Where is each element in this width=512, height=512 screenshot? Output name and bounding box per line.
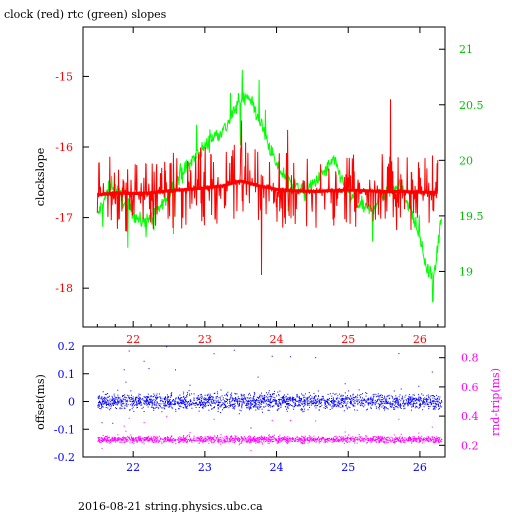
lower-y-tick-label: 0.2 (58, 340, 76, 353)
offset-scatter-points (97, 346, 443, 429)
upper-y-tick-label: -15 (55, 70, 73, 83)
lower-x-tick-label: 25 (341, 461, 355, 474)
lower-x-tick-label: 22 (126, 461, 140, 474)
upper-plot: 22 23 24 25 26 -18 -17 -16 -15 19 19.5 20 20.5 21 c… (34, 26, 484, 346)
lower-y2-tick-label: 0.6 (461, 381, 479, 394)
footer-text: 2016-08-21 string.physics.ubc.ca (78, 500, 263, 512)
upper-x-tick-label: 22 (126, 333, 140, 346)
upper-x-tick-label: 26 (413, 333, 427, 346)
upper-y2-tick-label: 20 (459, 154, 473, 167)
lower-x-tick-label: 24 (270, 461, 284, 474)
upper-x-tick-label: 24 (270, 333, 284, 346)
lower-y-axis-label: offset(ms) (34, 374, 47, 430)
lower-y-tick-label: 0.1 (58, 368, 76, 381)
lower-y2-axis-label: rnd-trip(ms) (489, 368, 502, 436)
lower-y2-tick-label: 0.2 (461, 439, 479, 452)
upper-plot-frame (82, 26, 446, 328)
upper-y-tick-label: -16 (55, 141, 73, 154)
upper-y-tick-label: -18 (55, 282, 73, 295)
lower-x-tick-label: 23 (198, 461, 212, 474)
round-trip-scatter-points (97, 415, 443, 452)
lower-plot: 22 23 24 25 26 -0.2-0.100.10.2 0.20.40.60.8 … (34, 340, 502, 474)
upper-x-tick-label: 23 (198, 333, 212, 346)
upper-y-axis-label: clockslope (34, 148, 47, 206)
rtc-slope-series-line (97, 69, 442, 303)
lower-y2-tick-label: 0.4 (461, 410, 479, 423)
lower-y2-tick-label: 0.8 (461, 352, 479, 365)
lower-y-tick-label: -0.1 (54, 423, 75, 436)
lower-y-tick-label: 0 (68, 396, 75, 409)
upper-y2-tick-label: 21 (459, 43, 473, 56)
lower-y-tick-label: -0.2 (54, 451, 75, 464)
clock-slope-trend-line (97, 179, 438, 197)
chart-title: clock (red) rtc (green) slopes (4, 8, 167, 21)
upper-y2-tick-label: 19.5 (459, 210, 484, 223)
upper-x-tick-label: 25 (341, 333, 355, 346)
lower-x-tick-label: 26 (413, 461, 427, 474)
upper-y-tick-label: -17 (55, 212, 73, 225)
upper-y2-tick-label: 19 (459, 265, 473, 278)
upper-y2-tick-label: 20.5 (459, 99, 484, 112)
